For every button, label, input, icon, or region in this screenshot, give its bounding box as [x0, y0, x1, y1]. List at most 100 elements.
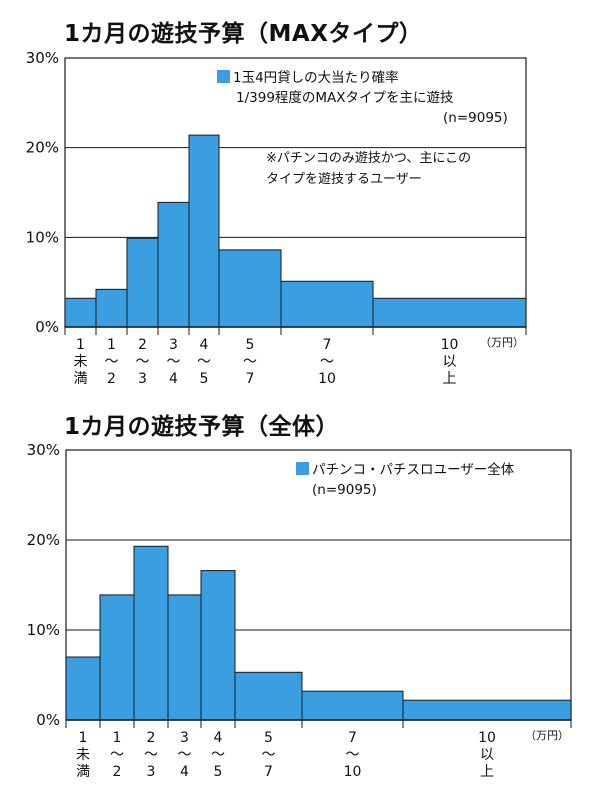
chart2-x-category-label: 1 〜 2 — [110, 730, 124, 780]
chart2-x-category-label-part: 10 — [344, 764, 362, 780]
chart1-x-category-label-part: 5 — [246, 337, 255, 353]
chart2-x-category-label-part: 満 — [76, 764, 90, 780]
chart2-x-category-label-part: 〜 — [211, 747, 225, 763]
chart2-x-category-label-part: 以 — [480, 747, 494, 763]
chart1-title: 1カ月の遊技予算（MAXタイプ） — [64, 21, 423, 47]
chart1-x-category-label-part: 〜 — [243, 354, 257, 370]
chart2-legend-text: (n=9095) — [312, 482, 377, 498]
chart2-x-unit-label: （万円） — [525, 729, 569, 742]
chart1-x-category-label: 10 以上 — [441, 337, 459, 387]
chart1-x-category-label-part: 2 — [107, 371, 116, 387]
chart1-x-category-label: 3 〜 4 — [167, 337, 181, 387]
chart1-note-text: タイプを遊技するユーザー — [266, 172, 422, 187]
chart2-x-category-label: 2 〜 3 — [144, 730, 158, 780]
chart2-x-category-label: 4 〜 5 — [211, 730, 225, 780]
chart2-x-category-label-part: 7 — [264, 764, 273, 780]
chart1-x-category-label-part: 3 — [169, 337, 178, 353]
chart2-y-tick-label: 30% — [27, 441, 60, 459]
chart1-bar — [218, 249, 282, 328]
chart1-x-category-label-part: 満 — [74, 371, 88, 387]
chart2-y-tick-label: 20% — [27, 531, 60, 549]
chart2-x-category-label-part: 3 — [180, 730, 189, 746]
chart1-bar — [372, 297, 527, 328]
chart2-x-category-label-part: 未 — [76, 747, 90, 763]
chart2-x-category-label-part: 2 — [147, 730, 156, 746]
chart2-bar — [301, 690, 404, 721]
chart2-y-tick-label: 10% — [27, 621, 60, 639]
chart2-bar — [402, 699, 572, 721]
chart1-bar — [157, 201, 190, 328]
chart2-x-category-label-part: 〜 — [262, 747, 276, 763]
chart1-y-tick-label: 20% — [26, 139, 59, 157]
chart1-x-category-label: 5 〜 7 — [243, 337, 257, 387]
chart2-x-category-label-part: 10 — [478, 730, 496, 746]
chart1-note-text: ※パチンコのみ遊技かつ、主にこの — [266, 151, 471, 166]
chart2-x-category-label-part: 上 — [480, 764, 494, 780]
chart2-legend-swatch — [296, 462, 309, 475]
chart1-legend-text: 1玉4円貸しの大当たり確率 — [233, 69, 399, 86]
chart1-x-category-label: 1 〜 2 — [105, 337, 119, 387]
chart2-y-tick-label: 0% — [36, 711, 60, 729]
chart2-x-category-label-part: 〜 — [110, 747, 124, 763]
chart2-legend-text: パチンコ・パチスロユーザー全体 — [312, 461, 515, 478]
chart2-x-category-label-part: 2 — [113, 764, 122, 780]
chart1-y-tick-label: 30% — [26, 49, 59, 67]
chart1-x-category-label-part: 10 — [441, 337, 459, 353]
chart1-x-category-label: 4 〜 5 — [197, 337, 211, 387]
chart1-x-category-label-part: 以 — [443, 354, 457, 370]
chart1-bar — [280, 280, 374, 328]
chart1-x-category-label-part: 上 — [443, 371, 457, 387]
chart2-x-category-label-part: 7 — [348, 730, 357, 746]
chart2-x-category-label-part: 〜 — [178, 747, 192, 763]
chart1-legend-text: 1/399程度のMAXタイプを主に遊技 — [236, 90, 454, 106]
chart1-x-category-label: 7 〜 10 — [318, 337, 336, 387]
chart2-x-category-label: 3 〜 4 — [178, 730, 192, 780]
chart1-x-category-label-part: 2 — [138, 337, 147, 353]
chart2-x-category-label: 7 〜 10 — [344, 730, 362, 780]
chart1-x-category-label-part: 1 — [76, 337, 85, 353]
chart2-bar — [200, 570, 236, 721]
chart2-bar — [99, 594, 135, 721]
chart2-x-category-label-part: 〜 — [346, 747, 360, 763]
chart2-x-category-label: 10 以上 — [478, 730, 496, 780]
chart1-x-category-label-part: 未 — [74, 354, 88, 370]
chart1-bar — [64, 297, 97, 328]
chart1-x-category-label-part: 〜 — [320, 354, 334, 370]
chart1-x-category-label-part: 3 — [138, 371, 147, 387]
chart2-x-category-label-part: 5 — [214, 764, 223, 780]
chart2-x-category-label: 1 未満 — [76, 730, 90, 780]
chart1-x-category-label-part: 〜 — [105, 354, 119, 370]
chart1-x-category-label-part: 7 — [246, 371, 255, 387]
chart2-x-category-label-part: 3 — [147, 764, 156, 780]
chart2-x-category-label-part: 5 — [264, 730, 273, 746]
chart2-x-category-label-part: 1 — [79, 730, 88, 746]
chart1-y-tick-label: 10% — [26, 228, 59, 246]
chart1-bar — [95, 288, 128, 328]
chart1-x-category-label-part: 1 — [107, 337, 116, 353]
chart1-x-category-label: 1 未満 — [74, 337, 88, 387]
chart1-x-category-label: 2 〜 3 — [136, 337, 150, 387]
chart2-bar — [234, 671, 303, 721]
chart2-x-category-label-part: 4 — [180, 764, 189, 780]
chart2-bar — [167, 594, 202, 721]
chart1-x-category-label-part: 5 — [200, 371, 209, 387]
chart1-y-tick-label: 0% — [35, 318, 59, 336]
chart2-bar — [133, 545, 169, 721]
chart1-x-unit-label: （万円） — [480, 336, 524, 349]
chart2-x-category-label-part: 1 — [113, 730, 122, 746]
chart2-x-category-label: 5 〜 7 — [262, 730, 276, 780]
chart1-x-category-label-part: 〜 — [197, 354, 211, 370]
chart1-x-category-label-part: 〜 — [167, 354, 181, 370]
chart1-x-category-label-part: 4 — [200, 337, 209, 353]
chart1-bar — [126, 237, 159, 328]
chart2-bar — [65, 656, 101, 721]
chart2-title: 1カ月の遊技予算（全体） — [64, 414, 340, 440]
chart1-x-category-label-part: 10 — [318, 371, 336, 387]
chart1-x-category-label-part: 7 — [323, 337, 332, 353]
chart1-bar — [188, 134, 220, 328]
chart1-x-category-label-part: 〜 — [136, 354, 150, 370]
chart2-x-category-label-part: 4 — [214, 730, 223, 746]
chart2-x-category-label-part: 〜 — [144, 747, 158, 763]
